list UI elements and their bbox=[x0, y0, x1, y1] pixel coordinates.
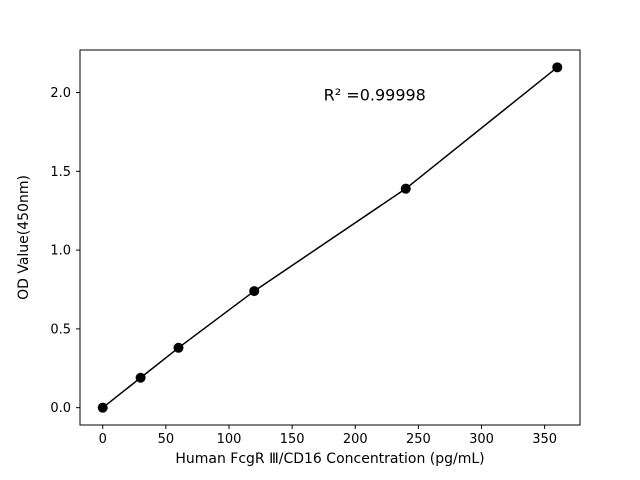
data-point bbox=[400, 183, 411, 194]
x-axis-label: Human FcgR Ⅲ/CD16 Concentration (pg/mL) bbox=[175, 451, 484, 467]
regression-line bbox=[102, 66, 558, 409]
x-tick-label: 0 bbox=[99, 432, 107, 447]
x-tick-label: 150 bbox=[280, 432, 305, 447]
y-tick-label: 2.0 bbox=[50, 86, 71, 101]
x-tick-label: 100 bbox=[217, 432, 242, 447]
plot-frame bbox=[79, 49, 581, 426]
data-point bbox=[249, 286, 260, 297]
x-tick-label: 50 bbox=[158, 432, 175, 447]
r-squared-annotation: R² =0.99998 bbox=[324, 85, 426, 104]
y-tick-label: 0.5 bbox=[50, 322, 71, 337]
y-tick-label: 1.5 bbox=[50, 165, 71, 180]
y-axis-label: OD Value(450nm) bbox=[16, 175, 32, 300]
data-point bbox=[173, 342, 184, 353]
data-point bbox=[135, 372, 146, 383]
y-tick-label: 1.0 bbox=[50, 244, 71, 259]
x-tick-label: 250 bbox=[406, 432, 431, 447]
y-tick-label: 0.0 bbox=[50, 401, 71, 416]
x-tick-label: 300 bbox=[469, 432, 494, 447]
data-point bbox=[552, 62, 563, 73]
data-point bbox=[97, 402, 108, 413]
x-tick-label: 350 bbox=[532, 432, 557, 447]
x-tick-label: 200 bbox=[343, 432, 368, 447]
